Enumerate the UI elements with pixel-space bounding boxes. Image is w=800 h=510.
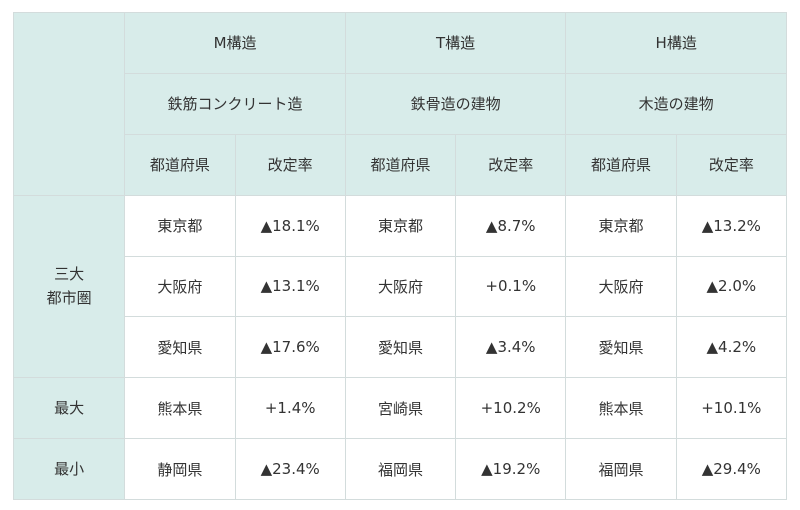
rate-cell: ▲17.6% xyxy=(234,316,346,379)
structure-m-description: 鉄筋コンクリート造 xyxy=(124,72,346,135)
rate-cell: +10.2% xyxy=(455,377,567,440)
rate-header: 改定率 xyxy=(234,133,346,196)
structure-code-row: M構造 T構造 H構造 xyxy=(12,12,787,196)
prefecture-cell: 大阪府 xyxy=(565,255,677,318)
rate-cell: ▲23.4% xyxy=(234,438,346,500)
rate-cell: ▲4.2% xyxy=(675,316,788,379)
structure-t-description: 鉄骨造の建物 xyxy=(344,72,567,135)
sub-header-row: 都道府県 改定率 都道府県 改定率 都道府県 改定率 xyxy=(14,133,788,196)
prefecture-cell: 大阪府 xyxy=(344,255,457,318)
rate-cell: +1.4% xyxy=(234,377,346,440)
table-row: 愛知県 ▲17.6% 愛知県 ▲3.4% 愛知県 ▲4.2% xyxy=(14,316,788,379)
rate-cell: ▲3.4% xyxy=(455,316,567,379)
corner-header-cell xyxy=(12,12,126,196)
rate-cell: ▲13.2% xyxy=(675,194,788,257)
rate-cell: +10.1% xyxy=(675,377,788,440)
rate-cell: ▲18.1% xyxy=(234,194,346,257)
prefecture-cell: 愛知県 xyxy=(565,316,677,379)
table-row: 大阪府 ▲13.1% 大阪府 +0.1% 大阪府 ▲2.0% xyxy=(14,255,788,318)
rate-cell: ▲19.2% xyxy=(455,438,567,500)
prefecture-cell: 静岡県 xyxy=(124,438,236,500)
rate-cell: ▲2.0% xyxy=(675,255,788,318)
table-row: 最小 静岡県 ▲23.4% 福岡県 ▲19.2% 福岡県 ▲29.4% xyxy=(12,438,788,500)
prefecture-cell: 愛知県 xyxy=(344,316,457,379)
prefecture-cell: 東京都 xyxy=(565,194,677,257)
rate-cell: +0.1% xyxy=(455,255,567,318)
metro-area-label-line1: 三大 xyxy=(54,265,85,284)
prefecture-header: 都道府県 xyxy=(124,133,236,196)
max-label: 最大 xyxy=(12,377,126,440)
prefecture-cell: 熊本県 xyxy=(124,377,236,440)
structure-h-code: H構造 xyxy=(565,12,787,74)
structure-t-code: T構造 xyxy=(344,12,567,74)
prefecture-cell: 熊本県 xyxy=(565,377,677,440)
prefecture-header: 都道府県 xyxy=(565,133,677,196)
table-row: 最大 熊本県 +1.4% 宮崎県 +10.2% 熊本県 +10.1% xyxy=(12,377,788,440)
table-row: 三大 都市圏 東京都 ▲18.1% 東京都 ▲8.7% 東京都 ▲13.2% xyxy=(12,194,788,379)
structure-h-description: 木造の建物 xyxy=(565,72,787,135)
revision-rate-table: M構造 T構造 H構造 鉄筋コンクリート造 鉄骨造の建物 木造の建物 都道府県 … xyxy=(12,12,788,500)
prefecture-cell: 東京都 xyxy=(344,194,457,257)
rate-header: 改定率 xyxy=(675,133,788,196)
rate-cell: ▲8.7% xyxy=(455,194,567,257)
prefecture-cell: 福岡県 xyxy=(565,438,677,500)
rate-cell: ▲29.4% xyxy=(675,438,788,500)
prefecture-cell: 東京都 xyxy=(124,194,236,257)
prefecture-cell: 大阪府 xyxy=(124,255,236,318)
structure-m-code: M構造 xyxy=(124,12,346,74)
metro-area-label-line2: 都市圏 xyxy=(46,289,92,308)
structure-description-row: 鉄筋コンクリート造 鉄骨造の建物 木造の建物 xyxy=(14,72,787,135)
prefecture-cell: 宮崎県 xyxy=(344,377,457,440)
rate-header: 改定率 xyxy=(455,133,567,196)
prefecture-cell: 福岡県 xyxy=(344,438,457,500)
prefecture-cell: 愛知県 xyxy=(124,316,236,379)
prefecture-header: 都道府県 xyxy=(344,133,457,196)
min-label: 最小 xyxy=(12,438,126,500)
rate-cell: ▲13.1% xyxy=(234,255,346,318)
metro-area-label: 三大 都市圏 xyxy=(12,194,126,379)
